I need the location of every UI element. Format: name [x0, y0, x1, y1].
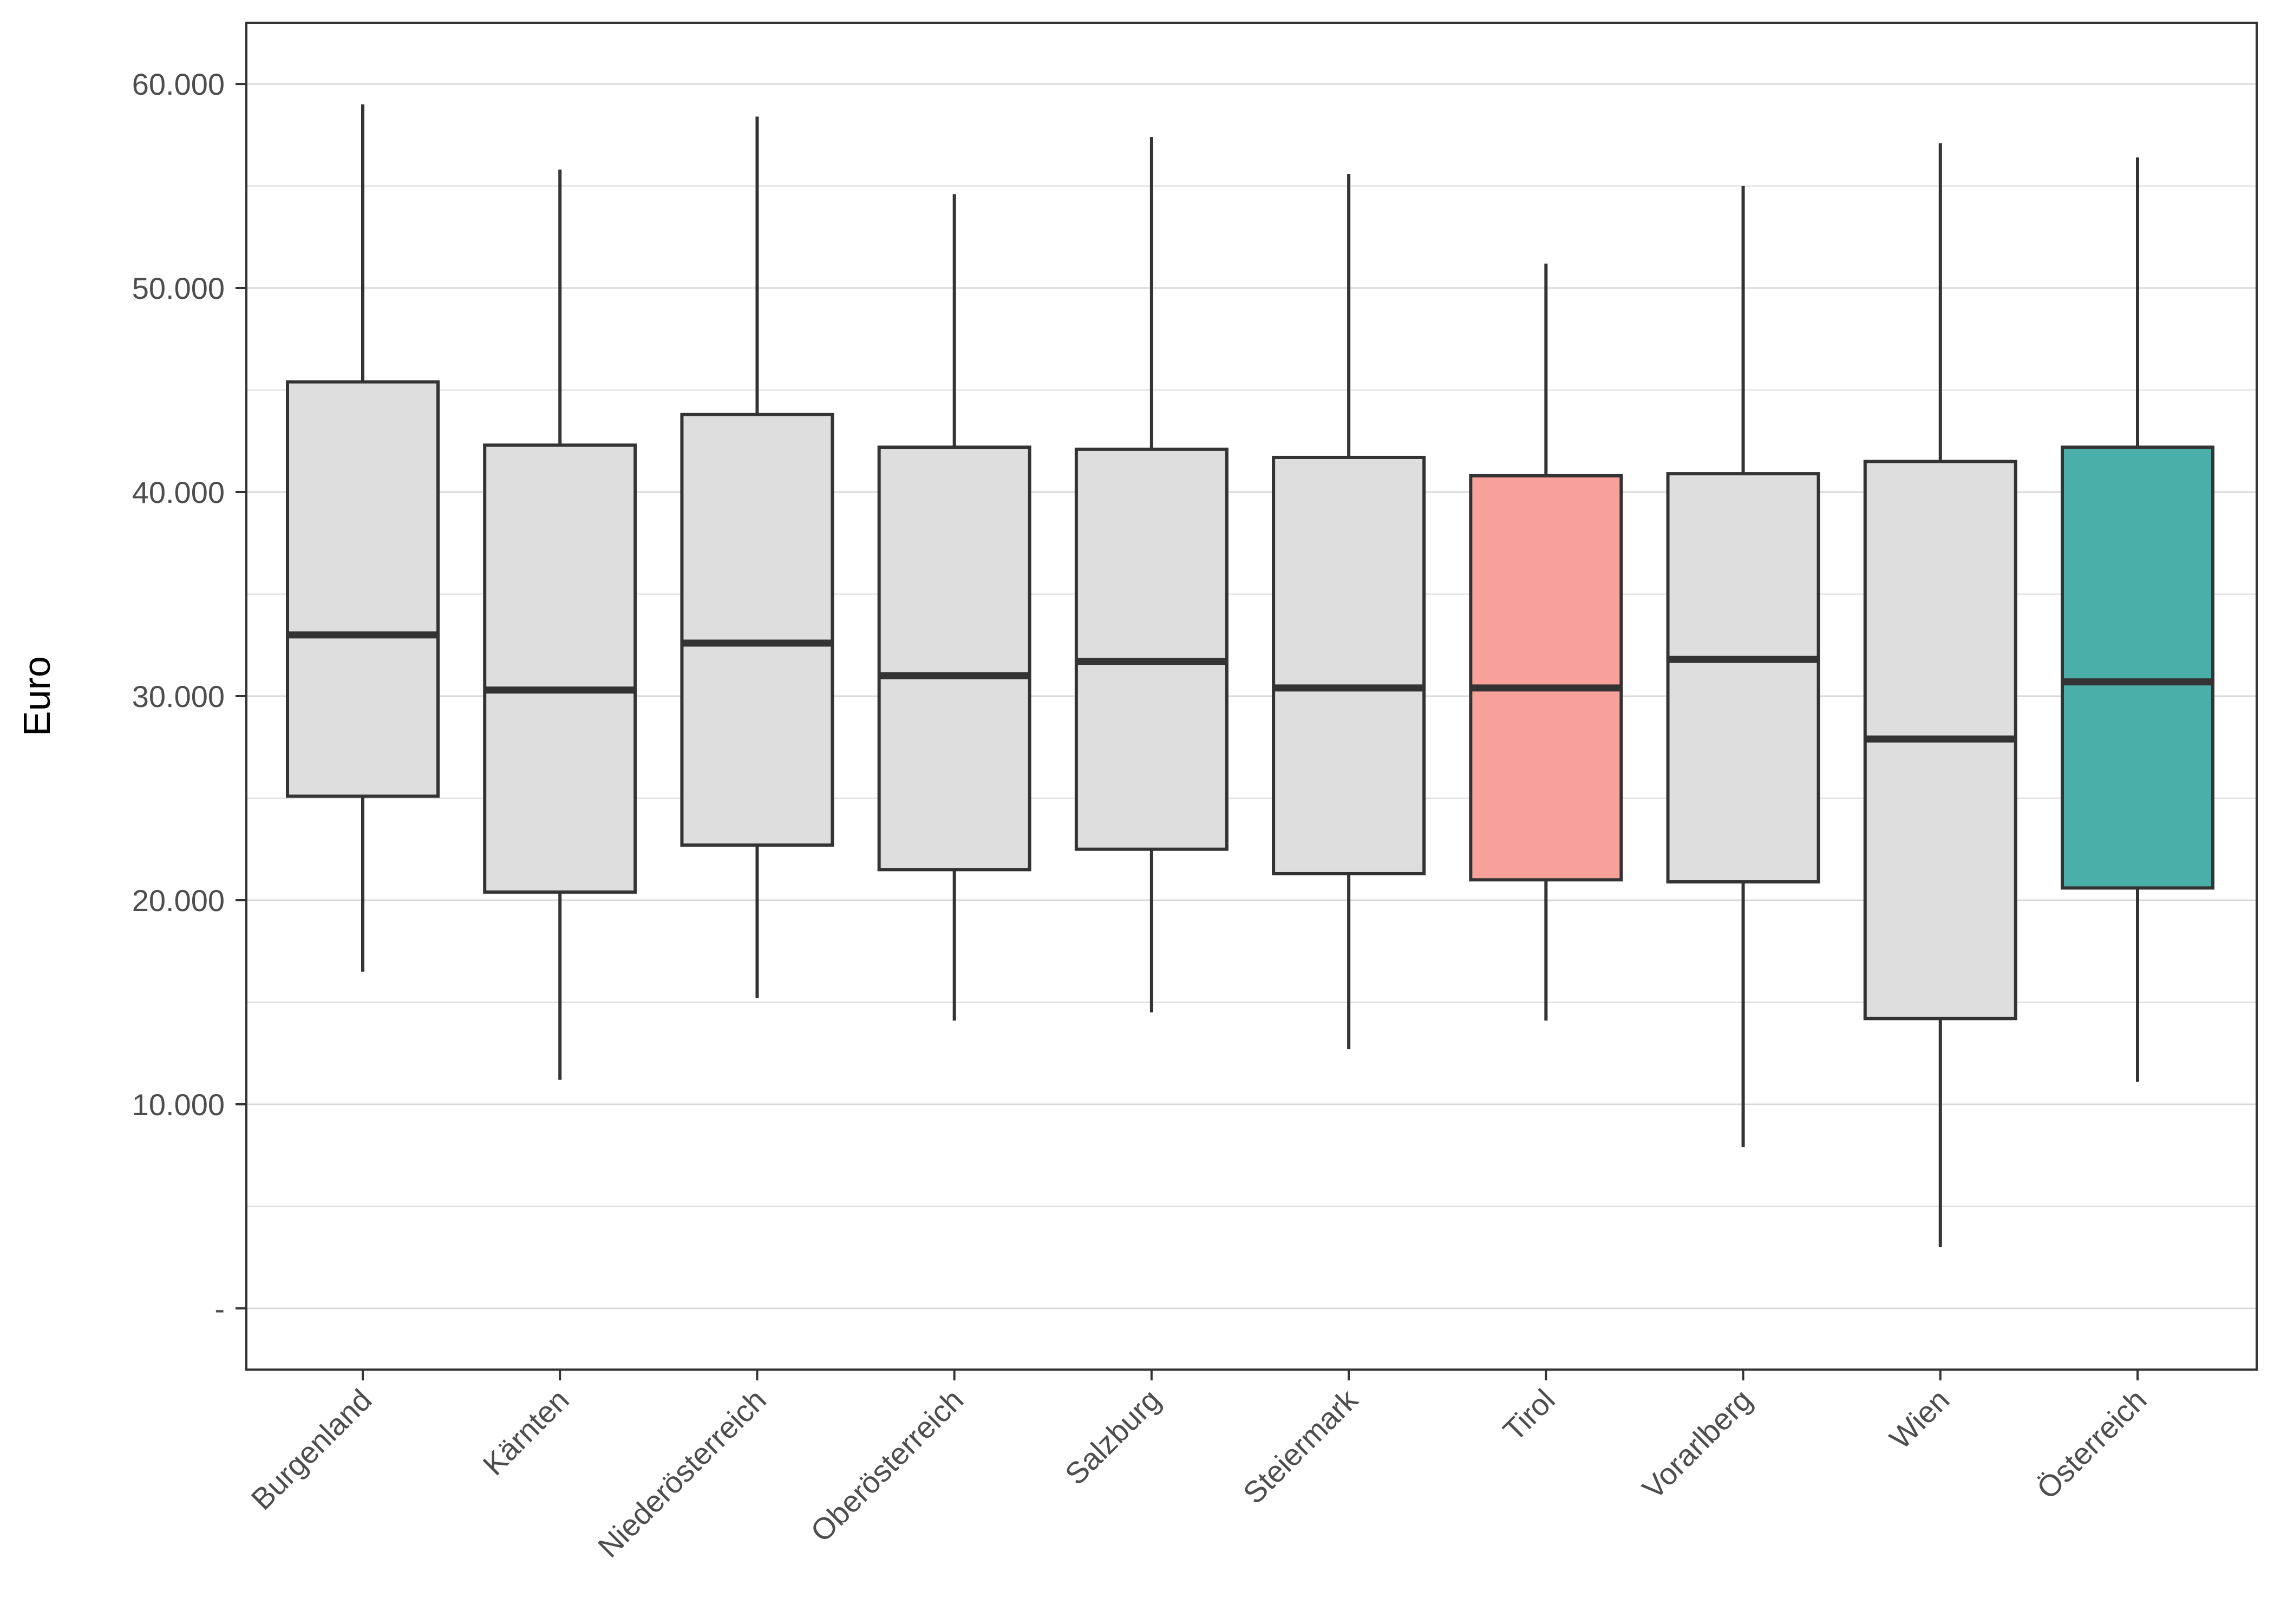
y-tick-label: 50.000: [132, 271, 225, 305]
box-iqr: [1272, 455, 1426, 875]
box-iqr: [286, 380, 440, 798]
box-vorarlberg: [1666, 186, 1820, 1148]
y-tick-label: 60.000: [132, 67, 225, 101]
box-iqr: [680, 412, 834, 847]
box-österreich: [2061, 157, 2214, 1082]
box-burgenland: [286, 104, 440, 972]
box-tirol: [1469, 263, 1623, 1021]
box-iqr: [483, 443, 637, 894]
y-axis: - 10.000 20.000 30.000 40.000 50.000 60.000: [132, 67, 246, 1326]
y-tick-label: 20.000: [132, 883, 225, 918]
y-tick-label: 30.000: [132, 679, 225, 713]
box-wien: [1863, 143, 2017, 1247]
box-steiermark: [1272, 173, 1426, 1050]
box-oberösterreich: [877, 194, 1031, 1021]
box-iqr: [2061, 446, 2214, 890]
boxes: [286, 104, 2214, 1247]
y-tick-label: 40.000: [132, 475, 225, 509]
y-tick-label: -: [214, 1292, 225, 1326]
y-tick-label: 10.000: [132, 1088, 225, 1122]
box-iqr: [1666, 472, 1820, 884]
box-salzburg: [1074, 137, 1229, 1013]
box-iqr: [1074, 447, 1229, 851]
box-kärnten: [483, 169, 637, 1080]
box-niederösterreich: [680, 116, 834, 998]
box-iqr: [1469, 474, 1623, 882]
box-iqr: [877, 446, 1031, 872]
y-axis-title: Euro: [16, 656, 58, 736]
